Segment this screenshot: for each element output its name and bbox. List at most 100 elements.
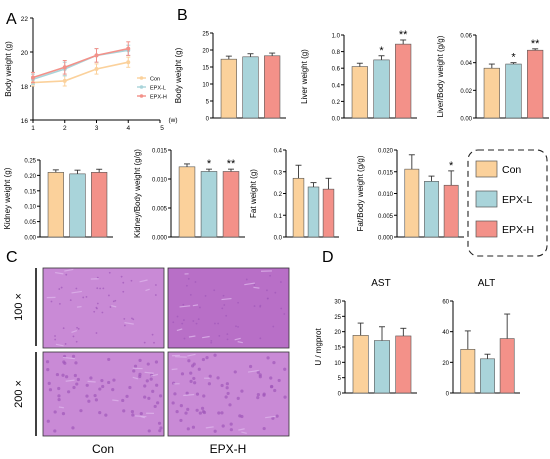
bar-y-tick-label: 0.010	[378, 192, 394, 198]
bar-y-tick-label: 0.1	[274, 214, 283, 220]
micrograph-nucleus	[269, 274, 272, 277]
micrograph-nucleus	[171, 401, 175, 405]
micrograph-nucleus	[237, 301, 240, 304]
bar-y-tick-label: 0.15	[24, 189, 36, 195]
bar-epx-h	[499, 338, 515, 394]
micrograph-nucleus	[277, 378, 281, 383]
micrograph-nucleus	[198, 411, 202, 415]
micrograph-nucleus	[50, 300, 53, 303]
micrograph-nucleus	[224, 395, 228, 399]
micrograph-nucleus	[283, 367, 287, 371]
micrograph-nucleus	[200, 406, 205, 410]
a-y-tick-label: 16	[21, 118, 29, 125]
micrograph-nucleus	[96, 276, 99, 279]
a-y-axis-label: Body weight (g)	[4, 41, 13, 97]
a-data-point	[94, 67, 99, 71]
micrograph-nucleus	[121, 398, 125, 403]
micrograph-nucleus	[72, 335, 75, 338]
micrograph-nucleus	[208, 374, 212, 378]
micrograph-nucleus	[74, 361, 78, 365]
micrograph-nucleus	[223, 304, 226, 306]
micrograph-nucleus	[189, 371, 193, 375]
micrograph-nucleus	[79, 409, 83, 413]
micrograph-nucleus	[107, 380, 111, 385]
bar-y-axis-label: Kidney weight (g)	[3, 167, 12, 229]
legend-swatch-epxl	[475, 190, 498, 208]
a-legend-label: Con	[150, 77, 160, 83]
bar-y-tick-label: 0	[446, 392, 450, 398]
a-data-point	[126, 46, 131, 51]
bar-y-tick-label: 0.04	[460, 61, 472, 67]
bar-y-tick-label: 5	[338, 376, 342, 382]
micrograph-vessel	[265, 415, 276, 419]
col-label-epxh: EPX-H	[210, 442, 247, 456]
micrograph-nucleus	[151, 389, 155, 393]
micrograph-vessel	[247, 369, 259, 373]
micrograph-nucleus	[133, 364, 138, 368]
micrograph-nucleus	[65, 273, 68, 276]
micrograph-nucleus	[175, 410, 179, 414]
micrograph-nucleus	[85, 394, 89, 398]
micrograph-nucleus	[104, 413, 108, 417]
micrograph-nucleus	[194, 281, 197, 283]
micrograph-nucleus	[57, 386, 61, 391]
micrograph-nucleus	[283, 395, 287, 399]
micrograph-nucleus	[205, 356, 209, 360]
micrograph-nucleus	[98, 410, 102, 415]
micrograph-vessel	[144, 371, 154, 374]
a-data-point	[126, 60, 131, 65]
micrograph-nucleus	[217, 322, 220, 325]
bar-y-tick-label: 0.4	[274, 149, 283, 155]
a-data-point	[94, 53, 99, 58]
micrograph-nucleus	[204, 294, 207, 297]
a-y-tick-label: 20	[21, 50, 29, 57]
legend-label-epxl: EPX-L	[502, 194, 533, 206]
bar-y-tick-label: 0.000	[152, 236, 168, 242]
micrograph-nucleus	[183, 319, 185, 321]
micrograph-vessel	[71, 330, 78, 334]
micrograph-nucleus	[138, 372, 142, 376]
micrograph-nucleus	[271, 416, 275, 420]
a-legend-marker	[139, 94, 144, 98]
bar-y-axis-label: U / mgprot	[314, 328, 323, 366]
micrograph-vessel	[241, 431, 247, 434]
micrograph-vessel	[62, 356, 75, 360]
micrograph-vessel	[202, 335, 210, 339]
significance-mark: **	[531, 38, 540, 50]
bar-epx-l	[505, 63, 522, 119]
micrograph-nucleus	[145, 379, 149, 383]
micrograph-nucleus	[195, 322, 198, 325]
micrograph-epxh-100x	[167, 267, 290, 349]
micrograph-nucleus	[63, 361, 67, 365]
micrograph-nucleus	[225, 382, 229, 386]
bar-y-tick-label: 0.20	[24, 174, 36, 180]
micrograph-nucleus	[213, 353, 217, 357]
micrograph-vessel	[183, 393, 195, 397]
micrograph-nucleus	[229, 422, 233, 426]
micrograph-nucleus	[158, 394, 163, 398]
a-y-tick-label: 22	[21, 16, 29, 23]
micrograph-nucleus	[182, 303, 185, 306]
micrograph-nucleus	[131, 317, 133, 320]
micrograph-nucleus	[123, 324, 126, 327]
micrograph-nucleus	[218, 334, 221, 337]
legend-swatch-con	[475, 160, 498, 178]
row-label-100x: 100 ×	[13, 293, 25, 321]
bar-y-tick-label: 0.3	[274, 170, 283, 176]
micrograph-nucleus	[71, 426, 75, 430]
micrograph-nucleus	[193, 381, 197, 385]
bar-y-tick-label: 0.000	[378, 236, 394, 242]
micrograph-nucleus	[256, 392, 260, 397]
micrograph-nucleus	[64, 343, 67, 345]
bar-epx-h	[527, 49, 544, 119]
micrograph-nucleus	[197, 367, 201, 371]
micrograph-vessel	[192, 304, 199, 307]
micrograph-nucleus	[45, 360, 50, 364]
micrograph-nucleus	[114, 299, 117, 302]
a-x-tick-label: 1	[31, 125, 35, 132]
a-y-tick-label: 18	[21, 84, 29, 91]
micrograph-nucleus	[108, 294, 110, 297]
micrograph-nucleus	[54, 338, 57, 341]
micrograph-nucleus	[237, 325, 239, 328]
